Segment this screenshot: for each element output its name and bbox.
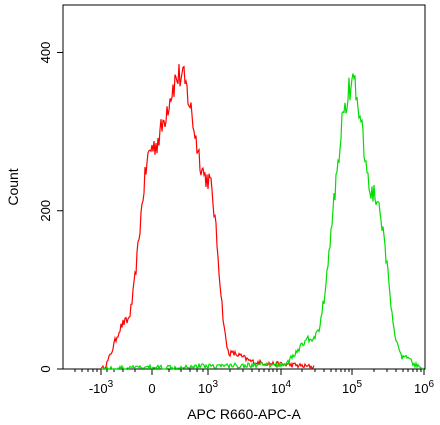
x-tick-label: 105	[342, 379, 362, 396]
x-tick-label-exponent: 3	[212, 379, 218, 390]
x-tick-label: 106	[414, 379, 434, 396]
x-axis-ticks: -103 0 103 104 105 106	[74, 369, 434, 396]
plot-area	[62, 4, 426, 370]
y-tick-label: 200	[38, 200, 53, 222]
x-tick-label-exponent: 4	[285, 379, 291, 390]
y-tick-label: 0	[38, 365, 53, 372]
x-tick-label-exponent: 6	[428, 379, 434, 390]
x-tick-label-exponent: 3	[108, 379, 114, 390]
y-tick-label: 400	[38, 42, 53, 64]
x-tick-label: -103	[89, 379, 114, 396]
x-axis-title: APC R660-APC-A	[187, 406, 301, 422]
x-tick-label-base: 10	[414, 381, 428, 396]
x-tick-label-base: 10	[342, 381, 356, 396]
x-tick-label-base: 0	[148, 381, 155, 396]
series-line-red	[100, 64, 315, 370]
x-tick-label-base: 10	[271, 381, 285, 396]
y-axis-title: Count	[5, 168, 21, 205]
x-tick-label: 103	[198, 379, 218, 396]
x-tick-label-base: -10	[89, 381, 108, 396]
x-tick-label-exponent: 5	[356, 379, 362, 390]
series-line-green	[100, 73, 425, 371]
y-axis-ticks: 0 200 400	[38, 42, 63, 373]
x-tick-label: 0	[148, 381, 155, 396]
x-tick-label: 104	[271, 379, 291, 396]
x-tick-label-base: 10	[198, 381, 212, 396]
